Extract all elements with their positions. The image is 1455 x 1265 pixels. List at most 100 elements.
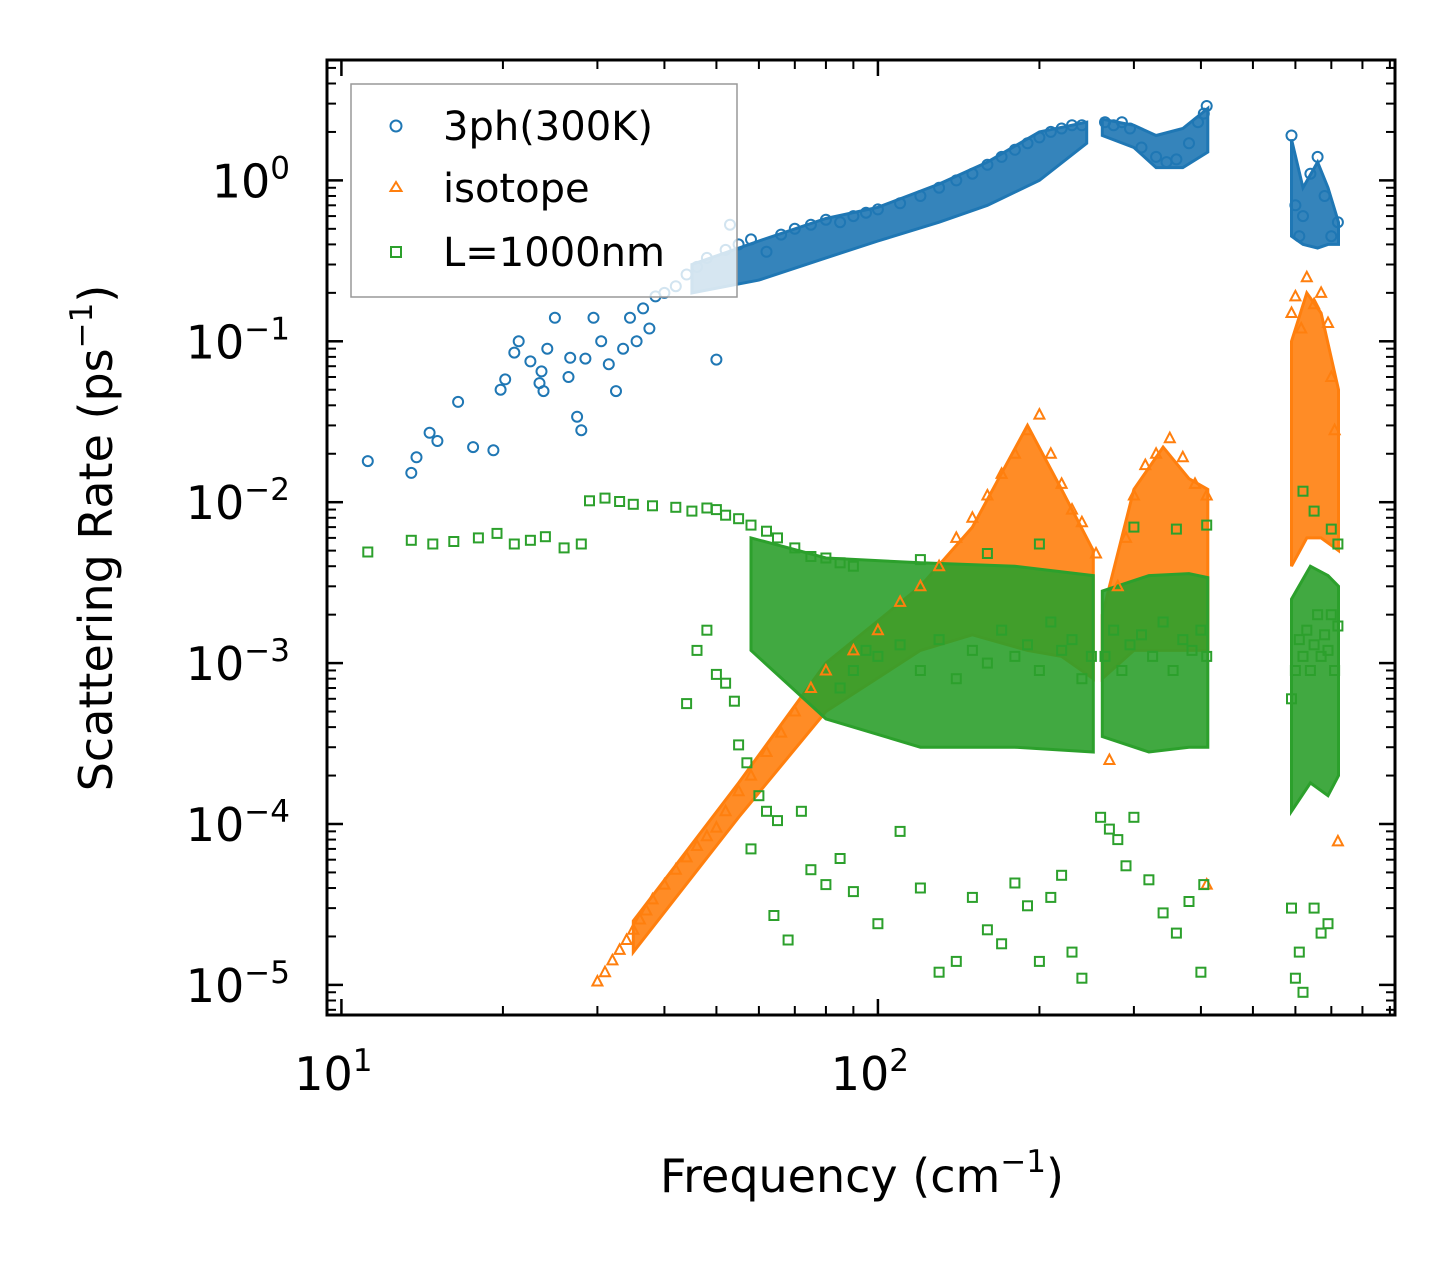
boundary-point — [1143, 874, 1155, 886]
boundary-point — [914, 554, 926, 566]
boundary-point — [1319, 629, 1331, 641]
isotope-point — [1176, 449, 1190, 463]
3ph-point — [617, 342, 630, 355]
isotope-point — [1294, 320, 1308, 334]
isotope-point — [1300, 269, 1314, 283]
3ph-point — [361, 455, 374, 468]
boundary-point — [805, 864, 817, 876]
3ph-point — [548, 311, 561, 324]
boundary-point — [584, 495, 595, 507]
isotope-point — [612, 942, 627, 955]
isotope-point — [965, 510, 980, 523]
boundary-point — [614, 496, 626, 507]
boundary-point — [761, 805, 772, 817]
boundary-point — [733, 739, 745, 751]
isotope-point — [1119, 530, 1133, 543]
3ph-point — [1170, 153, 1183, 166]
boundary-point — [745, 519, 757, 531]
isotope-point — [598, 964, 612, 978]
boundary-point — [1195, 624, 1207, 636]
y-axis-label: Scattering Rate (ps−1) — [64, 285, 123, 792]
plot-frame — [325, 58, 1397, 1017]
boundary-point — [1297, 485, 1309, 497]
boundary-point — [1066, 634, 1078, 646]
boundary-point — [1308, 505, 1320, 517]
boundary-point — [1312, 609, 1324, 621]
boundary-point — [710, 668, 722, 680]
3ph-point — [1192, 116, 1204, 129]
isotope-point — [1102, 752, 1117, 765]
boundary-point — [1009, 650, 1021, 662]
boundary-point — [558, 542, 570, 554]
boundary-point — [448, 536, 460, 547]
isotope-point — [759, 744, 774, 757]
isotope-dense-band-high — [1290, 289, 1340, 567]
boundary-point — [795, 805, 807, 817]
boundary-point — [996, 938, 1008, 950]
boundary-point — [1293, 946, 1305, 958]
x-tick-label: 101 — [294, 1043, 372, 1101]
3ph-point — [1021, 137, 1034, 150]
3ph-point — [452, 395, 465, 408]
boundary-point — [720, 677, 732, 689]
isotope-point — [1032, 406, 1047, 420]
3ph-point — [1055, 122, 1068, 135]
isotope-point — [1324, 369, 1338, 382]
3ph-point — [595, 335, 608, 348]
isotope-point — [1008, 446, 1022, 459]
x-axis-label-exponent: −1 — [1000, 1144, 1046, 1180]
3ph-point — [1293, 230, 1306, 243]
isotope-point — [788, 703, 802, 717]
boundary-point — [1329, 665, 1341, 676]
boundary-dense-band-mid — [1100, 572, 1210, 754]
boundary-point — [1332, 538, 1344, 550]
3ph-point — [541, 342, 554, 355]
boundary-point — [1128, 521, 1140, 533]
boundary-point — [1177, 634, 1189, 646]
boundary-point — [1076, 673, 1088, 685]
boundary-point — [1315, 927, 1327, 939]
3ph-point — [1304, 167, 1317, 180]
isotope-point — [871, 622, 885, 636]
isotope-point — [1044, 446, 1058, 459]
boundary-point — [1297, 650, 1309, 662]
data-points — [361, 100, 1345, 998]
boundary-point — [427, 538, 439, 550]
boundary-point — [1167, 665, 1179, 676]
isotope-point — [590, 973, 605, 987]
boundary-point — [1201, 650, 1213, 662]
boundary-point — [1308, 639, 1320, 651]
boundary-point — [1183, 896, 1195, 907]
boundary-point — [782, 934, 794, 946]
isotope-point — [1054, 476, 1069, 489]
isotope-point — [605, 952, 620, 966]
y-tick-label: 10−2 — [186, 472, 290, 530]
boundary-point — [728, 695, 740, 707]
isotope-point — [657, 876, 672, 890]
boundary-point — [872, 650, 884, 662]
legend-marker-square — [390, 246, 402, 258]
isotope-point — [1075, 514, 1089, 528]
3ph-point — [467, 441, 480, 454]
legend-label-boundary: L=1000nm — [443, 230, 665, 276]
isotope-point — [1200, 487, 1214, 501]
boundary-point — [805, 551, 817, 562]
boundary-point — [1332, 620, 1344, 632]
boundary-point — [1033, 538, 1045, 550]
3ph-point — [804, 218, 817, 231]
dense-point-bands — [631, 105, 1340, 957]
isotope-point — [744, 767, 758, 781]
3ph-point — [535, 365, 548, 378]
boundary-point — [996, 624, 1008, 636]
3ph-point — [775, 228, 788, 241]
boundary-point — [966, 891, 978, 903]
3ph-point — [499, 373, 512, 386]
boundary-point — [1322, 918, 1334, 930]
isotope-point — [994, 466, 1009, 479]
y-axis-label-exponent: −1 — [64, 303, 100, 349]
boundary-point — [1289, 665, 1301, 676]
boundary-point — [1085, 650, 1097, 662]
boundary-point — [1045, 891, 1057, 903]
y-tick-label: 10−1 — [186, 311, 290, 369]
